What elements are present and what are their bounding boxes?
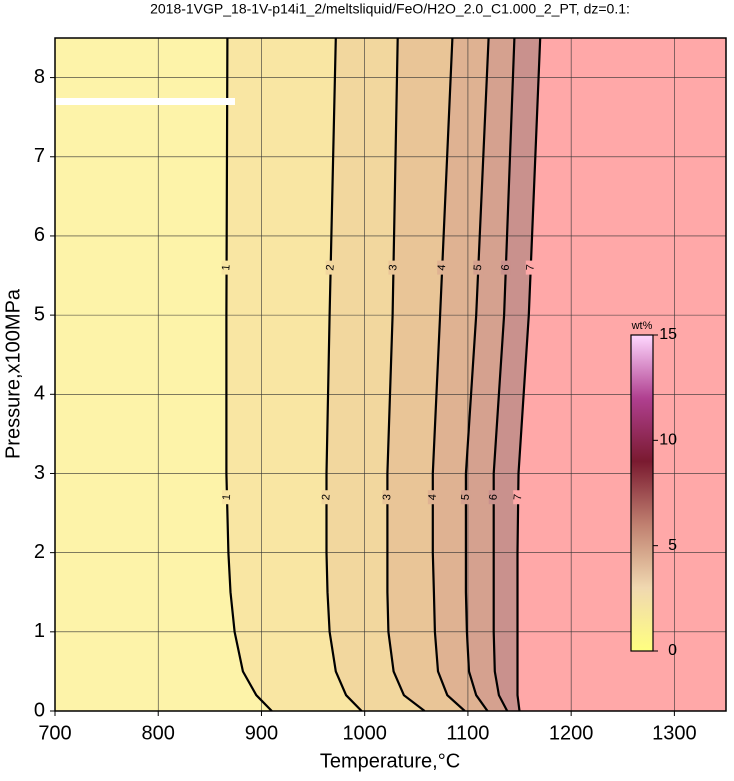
label-halo bbox=[388, 260, 399, 275]
label-halo bbox=[427, 490, 438, 505]
y-tick-label: 7 bbox=[34, 145, 45, 167]
chart-title: 2018-1VGP_18-1V-p14i1_2/meltsliquid/FeO/… bbox=[150, 1, 630, 17]
label-halo bbox=[473, 260, 484, 275]
contour-label: 5 bbox=[472, 264, 484, 271]
y-tick-label: 6 bbox=[34, 224, 45, 246]
label-halo bbox=[321, 490, 332, 505]
y-tick-label: 4 bbox=[34, 383, 45, 405]
label-halo bbox=[460, 490, 471, 505]
contour-line bbox=[431, 38, 466, 711]
y-tick-label: 0 bbox=[34, 699, 45, 721]
contour-label: 2 bbox=[324, 264, 336, 271]
contour-label: 1 bbox=[220, 264, 232, 271]
colorbar-tick-label: 10 bbox=[659, 432, 677, 449]
label-halo bbox=[382, 490, 393, 505]
contour-label: 4 bbox=[436, 264, 448, 271]
y-tick-label: 1 bbox=[34, 620, 45, 642]
y-tick-label: 3 bbox=[34, 462, 45, 484]
colorbar-label: wt% bbox=[631, 320, 653, 332]
contour-line bbox=[225, 38, 273, 711]
label-halo bbox=[221, 490, 232, 505]
colorbar-tick-label: 5 bbox=[668, 537, 677, 554]
x-tick-label: 800 bbox=[142, 722, 175, 744]
contour-label: 2 bbox=[320, 494, 332, 501]
y-tick-label: 2 bbox=[34, 541, 45, 563]
label-halo bbox=[525, 260, 536, 275]
contour-label: 1 bbox=[221, 494, 233, 501]
contour-label: 6 bbox=[499, 264, 511, 271]
x-axis-label: Temperature,°C bbox=[320, 750, 460, 772]
label-halo bbox=[325, 260, 336, 275]
contour-line bbox=[516, 38, 542, 711]
x-tick-label: 1300 bbox=[652, 722, 697, 744]
y-tick-label: 5 bbox=[34, 303, 45, 325]
contours: 1 1 2 2 3 3 4 4 5 5 6 6 7 7 bbox=[220, 38, 542, 711]
x-tick-label: 900 bbox=[245, 722, 278, 744]
label-halo bbox=[513, 490, 524, 505]
label-halo bbox=[221, 260, 232, 275]
contour-label: 7 bbox=[512, 494, 524, 501]
x-tick-label: 700 bbox=[38, 722, 71, 744]
contour-label: 3 bbox=[381, 494, 393, 501]
contour-label: 7 bbox=[524, 264, 536, 271]
colorbar-scale bbox=[630, 334, 654, 652]
colorbar-tick-label: 0 bbox=[668, 642, 677, 659]
x-tick-label: 1100 bbox=[446, 722, 489, 744]
contour-line bbox=[492, 38, 516, 711]
label-halo bbox=[488, 490, 499, 505]
contour-label: 3 bbox=[387, 264, 399, 271]
blank-strip bbox=[55, 98, 235, 105]
colorbar-tick-label: 15 bbox=[659, 326, 677, 343]
x-tick-label: 1200 bbox=[549, 722, 594, 744]
contour-line bbox=[464, 38, 490, 711]
x-tick-label: 1000 bbox=[342, 722, 387, 744]
contour-line bbox=[325, 38, 363, 711]
y-axis-label: Pressure,x100MPa bbox=[2, 288, 24, 459]
contour-label: 5 bbox=[460, 494, 472, 501]
label-halo bbox=[437, 260, 448, 275]
y-tick-label: 8 bbox=[34, 66, 45, 88]
colorbar: wt% 0 5 10 15 bbox=[630, 320, 677, 659]
contour-label: 4 bbox=[426, 494, 438, 501]
label-halo bbox=[500, 260, 511, 275]
contour-region bbox=[517, 38, 726, 711]
plot-frame bbox=[54, 37, 727, 712]
regions bbox=[55, 38, 726, 711]
contour-label: 6 bbox=[487, 494, 499, 501]
contour-line bbox=[386, 38, 426, 711]
